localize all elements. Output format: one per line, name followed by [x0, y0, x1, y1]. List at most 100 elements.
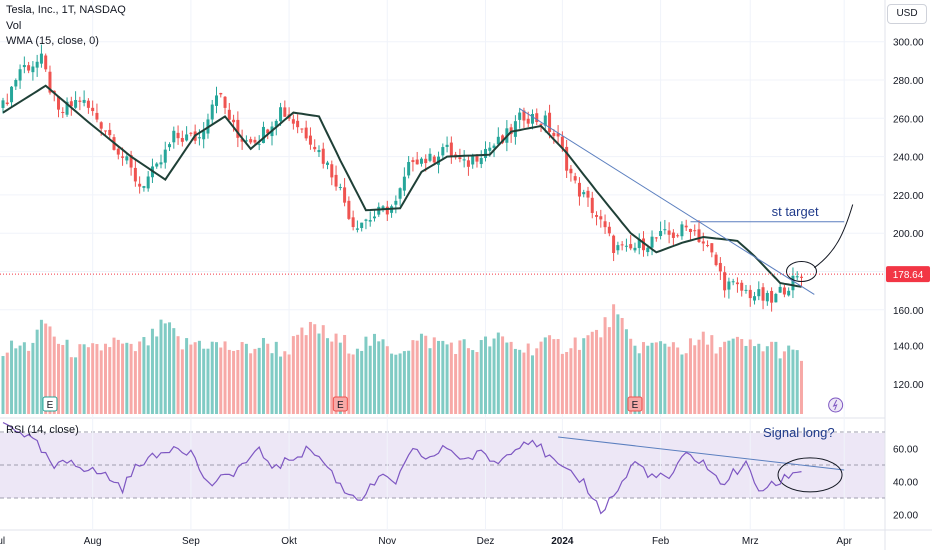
trendlines[interactable]: st target Signal long? — [519, 108, 854, 493]
candle-body — [5, 102, 9, 105]
candle-body — [599, 216, 603, 220]
volume-bar — [193, 342, 197, 414]
volume-bar — [543, 337, 547, 414]
price-tick-label: 220.00 — [893, 191, 924, 202]
volume-bar — [326, 338, 330, 414]
volume-bar — [244, 343, 248, 414]
volume-bar — [180, 349, 184, 414]
volume-bar — [753, 346, 757, 414]
volume-bar — [449, 342, 453, 414]
volume-bar — [116, 339, 120, 414]
volume-bar — [112, 337, 116, 414]
volume-bar — [778, 358, 782, 414]
volume-bar — [787, 345, 791, 414]
candle-body — [402, 176, 406, 191]
candle-body — [155, 163, 159, 167]
candle-body — [458, 157, 462, 160]
volume-bar — [168, 322, 172, 414]
volume-bar — [129, 343, 133, 414]
volume-bar — [103, 343, 107, 414]
volume-bar — [1, 356, 5, 414]
volume-bar — [603, 317, 607, 414]
candle-body — [522, 110, 526, 121]
volume-bar — [475, 352, 479, 414]
volume-bar — [27, 350, 31, 414]
candle-body — [266, 129, 270, 134]
volume-bar — [774, 341, 778, 414]
wma-legend: WMA (15, close, 0) — [6, 35, 99, 47]
candle-body — [530, 113, 534, 124]
volume-bar — [266, 343, 270, 414]
volume-bar — [548, 335, 552, 414]
candle-body — [624, 245, 628, 247]
st-target-annotation: st target — [772, 204, 819, 219]
volume-bar — [552, 339, 556, 414]
volume-bar — [488, 346, 492, 414]
volume-bar — [799, 360, 803, 414]
volume-bar — [642, 342, 645, 414]
volume-bar — [364, 336, 368, 414]
candle-body — [313, 146, 317, 150]
candle-body — [39, 53, 43, 64]
candle-body — [556, 133, 560, 137]
volume-bar — [10, 340, 14, 414]
volume-bar — [582, 338, 586, 414]
candle-body — [279, 107, 283, 122]
volume-bar — [744, 345, 748, 414]
earnings-marker-label: E — [337, 400, 344, 411]
price-tick-label: 200.00 — [893, 229, 924, 240]
candle-body — [394, 200, 398, 205]
volume-bar — [39, 319, 43, 414]
volume-bar — [360, 350, 364, 414]
volume-bar — [48, 326, 52, 414]
volume-bar — [454, 353, 458, 414]
volume-bar — [676, 347, 680, 414]
candle-body — [419, 158, 423, 164]
candle-body — [706, 245, 710, 247]
volume-bar — [659, 341, 663, 414]
last-price-badge — [886, 266, 930, 283]
volume-bar — [5, 352, 9, 414]
candle-body — [714, 254, 718, 266]
volume-bar — [526, 343, 530, 414]
time-tick-label: Jul — [0, 536, 5, 547]
currency-button[interactable]: USD — [887, 4, 927, 24]
candle-body — [718, 262, 722, 272]
volume-bar — [283, 351, 287, 414]
price-tick-label: 160.00 — [893, 306, 924, 317]
volume-bar — [381, 339, 385, 414]
volume-bar — [560, 353, 564, 414]
candle-body — [121, 156, 125, 158]
grid — [0, 0, 885, 530]
volume-bar — [761, 351, 765, 414]
volume-bar — [291, 336, 295, 414]
rsi-legend: RSI (14, close) — [6, 424, 79, 436]
candle-body — [565, 146, 569, 171]
symbol-title[interactable]: Tesla, Inc., 1T, NASDAQ — [6, 4, 126, 16]
candle-body — [518, 112, 522, 120]
candle-body — [300, 128, 304, 130]
time-tick-label: Dez — [477, 536, 495, 547]
candle-body — [351, 217, 355, 228]
candle-body — [31, 66, 35, 73]
volume-bar — [501, 336, 505, 414]
last-price-label: 178.64 — [893, 270, 924, 281]
candle-body — [582, 192, 586, 195]
volume-bar — [61, 344, 65, 414]
volume-bar — [18, 345, 22, 414]
signal-long-annotation: Signal long? — [763, 425, 835, 440]
volume-bar — [701, 331, 705, 414]
rsi-circle-drawing — [777, 457, 843, 493]
volume-bars — [1, 304, 803, 414]
volume-bar — [492, 338, 496, 414]
candle-body — [14, 80, 18, 87]
candle-body — [449, 142, 453, 158]
volume-bar — [432, 337, 436, 414]
volume-legend: Vol — [6, 20, 22, 32]
volume-bar — [688, 338, 692, 414]
candle-body — [590, 197, 594, 213]
candle-body — [48, 71, 52, 93]
volume-bar — [210, 341, 214, 414]
